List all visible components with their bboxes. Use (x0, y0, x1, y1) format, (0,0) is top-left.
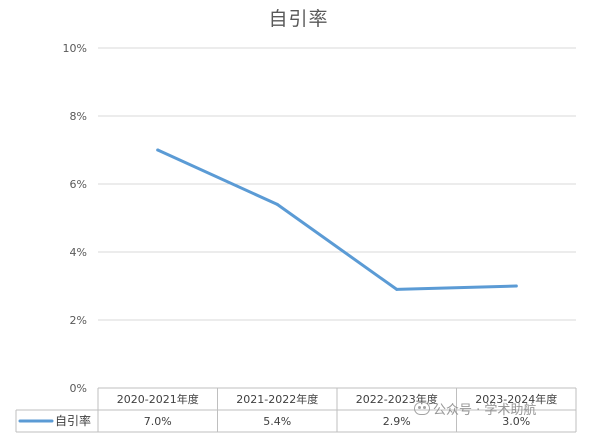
watermark-text: 公众号 · 学术助航 (433, 403, 537, 418)
y-tick-label: 2% (70, 314, 87, 327)
wechat-logo-icon (414, 402, 430, 415)
y-tick-label: 8% (70, 110, 87, 123)
table-value: 7.0% (144, 415, 172, 428)
x-category-label: 2020-2021年度 (117, 392, 199, 406)
y-tick-label: 6% (70, 178, 87, 191)
data-point (275, 202, 279, 206)
chart-title: 自引率 (268, 8, 329, 30)
data-point (395, 287, 399, 291)
table-value: 3.0% (502, 415, 530, 428)
table-value: 2.9% (383, 415, 411, 428)
data-point (156, 148, 160, 152)
y-tick-label: 4% (70, 246, 87, 259)
series-line (156, 148, 518, 291)
x-category-label: 2023-2024年度 (475, 392, 557, 406)
watermark: 公众号 · 学术助航 (414, 399, 536, 418)
x-category-label: 2021-2022年度 (236, 392, 318, 406)
table-value: 5.4% (263, 415, 291, 428)
legend-label: 自引率 (55, 413, 91, 428)
y-tick-label: 0% (70, 382, 87, 395)
data-point (514, 284, 518, 288)
y-tick-label: 10% (63, 42, 87, 55)
